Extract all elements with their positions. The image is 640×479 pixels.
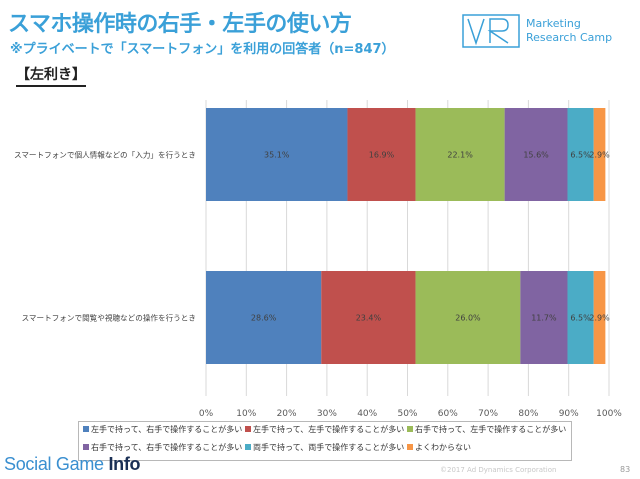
x-tick-label: 90% (559, 409, 579, 419)
x-tick-label: 30% (317, 409, 337, 419)
x-tick-label: 60% (438, 409, 458, 419)
logo-mark-icon (462, 14, 520, 48)
legend-swatch (245, 444, 251, 450)
watermark-info: Info (108, 454, 141, 474)
bar-segment (415, 271, 521, 364)
x-tick-label: 20% (277, 409, 297, 419)
x-tick-label: 100% (596, 409, 622, 419)
legend-label: 右手で持って、左手で操作することが多い (415, 425, 567, 434)
bar-segment (206, 271, 322, 364)
company-logo: Marketing Research Camp (462, 14, 632, 50)
data-label: 23.4% (356, 314, 382, 323)
data-label: 35.1% (264, 151, 290, 160)
bar-segment (321, 271, 416, 364)
x-tick-label: 80% (518, 409, 538, 419)
legend-swatch (83, 426, 89, 432)
data-label: 28.6% (251, 314, 277, 323)
copyright-text: ©2017 Ad Dynamics Corporation (440, 466, 557, 474)
bar-segment (520, 271, 568, 364)
legend-item: よくわからない (407, 443, 471, 453)
x-tick-label: 70% (478, 409, 498, 419)
section-label: 【左利き】 (16, 64, 86, 87)
legend-item: 左手で持って、右手で操作することが多い (83, 425, 242, 435)
data-label: 6.5% (570, 314, 591, 323)
x-tick-label: 10% (236, 409, 256, 419)
legend-item: 両手で持って、両手で操作することが多い (245, 443, 404, 453)
bar-segment (206, 108, 348, 201)
page-subtitle: ※プライベートで「スマートフォン」を利用の回答者（n=847） (10, 42, 395, 57)
legend-label: 左手で持って、右手で操作することが多い (91, 425, 243, 434)
logo-line-1: Marketing (526, 17, 581, 30)
logo-text: Marketing Research Camp (526, 17, 612, 45)
legend-item: 左手で持って、左手で操作することが多い (245, 425, 404, 435)
x-tick-label: 50% (397, 409, 417, 419)
data-label: 15.6% (523, 151, 549, 160)
legend-swatch (83, 444, 89, 450)
watermark: Social Game Info (4, 454, 141, 475)
legend-swatch (407, 444, 413, 450)
data-label: 22.1% (447, 151, 473, 160)
logo-line-2: Research Camp (526, 31, 613, 44)
data-label: 6.5% (570, 151, 591, 160)
x-tick-label: 40% (357, 409, 377, 419)
bar-segment (504, 108, 568, 201)
data-label: 11.7% (531, 314, 557, 323)
legend-label: 左手で持って、左手で操作することが多い (253, 425, 405, 434)
page-number: 83 (620, 465, 631, 474)
page-title: スマホ操作時の右手・左手の使い方 (8, 12, 352, 37)
legend-label: 右手で持って、右手で操作することが多い (91, 443, 243, 452)
legend-label: 両手で持って、両手で操作することが多い (253, 443, 405, 452)
legend-swatch (407, 426, 413, 432)
category-label: スマートフォンで閲覧や視聴などの操作を行うとき (22, 313, 196, 323)
bar-segment (593, 108, 606, 201)
data-label: 16.9% (369, 151, 395, 160)
watermark-social-game: Social Game (4, 454, 109, 474)
legend-item: 右手で持って、左手で操作することが多い (407, 425, 566, 435)
data-label: 26.0% (455, 314, 481, 323)
chart-legend: 左手で持って、右手で操作することが多い 左手で持って、左手で操作することが多い 右手… (78, 421, 572, 461)
bar-segment (567, 271, 594, 364)
category-label: スマートフォンで個人情報などの「入力」を行うとき (14, 150, 196, 160)
legend-item: 右手で持って、右手で操作することが多い (83, 443, 242, 453)
legend-label: よくわからない (415, 443, 471, 452)
bar-segment (347, 108, 416, 201)
x-tick-label: 0% (199, 409, 214, 419)
bar-segment (415, 108, 505, 201)
bar-segment (593, 271, 606, 364)
data-label: 2.9% (589, 314, 610, 323)
legend-swatch (245, 426, 251, 432)
data-label: 2.9% (589, 151, 610, 160)
bar-segment (567, 108, 594, 201)
